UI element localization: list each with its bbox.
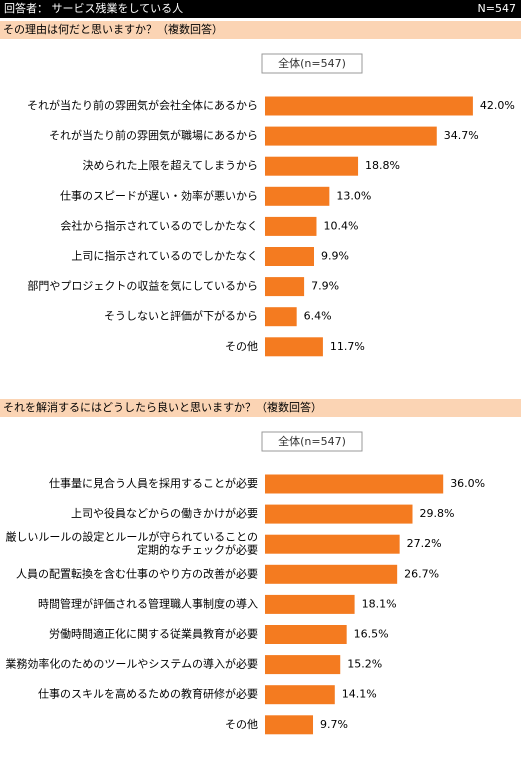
value-label: 7.9%: [311, 280, 339, 293]
value-label: 26.7%: [404, 567, 439, 580]
category-label: 仕事のスキルを高めるための教育研修が必要: [38, 687, 258, 701]
category-label: 仕事のスピードが遅い・効率が悪いから: [60, 188, 258, 202]
category-label: 業務効率化のためのツールやシステムの導入が必要: [5, 657, 258, 671]
bar: [265, 594, 355, 614]
value-label: 18.8%: [365, 159, 400, 172]
value-label: 10.4%: [323, 219, 358, 232]
value-label: 27.2%: [407, 537, 442, 550]
bar: [265, 186, 330, 206]
value-label: 16.5%: [354, 628, 389, 641]
value-label: 11.7%: [330, 340, 365, 353]
value-label: 18.1%: [362, 597, 397, 610]
bar: [265, 474, 444, 494]
category-label: 上司や役員などからの働きかけが必要: [71, 506, 258, 520]
bar: [265, 307, 297, 327]
bar: [265, 277, 305, 297]
bar: [265, 216, 317, 236]
category-label: 労働時間適正化に関する従業員教育が必要: [49, 627, 258, 641]
category-label: それが当たり前の雰囲気が職場にあるから: [49, 128, 258, 142]
value-label: 36.0%: [450, 477, 485, 490]
value-label: 29.8%: [420, 507, 455, 520]
category-label: 上司に指示されているのでしかたなく: [71, 249, 258, 263]
value-label: 42.0%: [480, 99, 515, 112]
category-label: 厳しいルールの設定とルールが守られていることの定期的なチェックが必要: [5, 530, 258, 557]
bar: [265, 655, 341, 675]
value-label: 6.4%: [304, 310, 332, 323]
subtitle-box: [261, 431, 363, 452]
section-title: それを解消するにはどうしたら良いと思いますか？（複数回答）: [3, 400, 322, 414]
section-bar: [0, 21, 521, 39]
bar: [265, 504, 413, 524]
bar: [265, 337, 323, 357]
category-label: 部門やプロジェクトの収益を気にしているから: [27, 279, 258, 293]
bar: [265, 685, 335, 705]
value-label: 9.7%: [320, 718, 348, 731]
sample-size: N=547: [478, 2, 516, 15]
category-label: その他: [225, 340, 258, 353]
bar: [265, 625, 347, 644]
category-label: そうしないと評価が下がるから: [104, 309, 258, 323]
category-label: 人員の配置転換を含む仕事のやり方の改善が必要: [16, 566, 258, 580]
category-label: 時間管理が評価される管理職人事制度の導入: [38, 596, 258, 610]
category-label: 決められた上限を超えてしまうから: [83, 158, 258, 172]
bar: [265, 534, 400, 554]
subtitle-box: [261, 53, 363, 74]
value-label: 34.7%: [444, 129, 479, 142]
category-label: 仕事量に見合う人員を採用することが必要: [49, 476, 258, 490]
bar: [265, 126, 437, 146]
bar: [265, 247, 315, 266]
header-bar: [0, 0, 521, 18]
category-label: その他: [225, 718, 258, 731]
category-label: 会社から指示されているのでしかたなく: [60, 218, 258, 232]
bar: [265, 564, 398, 584]
section-bar: [0, 399, 521, 417]
respondent: 回答者： サービス残業をしている人: [4, 1, 183, 15]
category-label: それが当たり前の雰囲気が会社全体にあるから: [27, 98, 258, 112]
bar: [265, 715, 314, 735]
subtitle: 全体(n=547): [278, 434, 346, 448]
value-label: 13.0%: [336, 189, 371, 202]
bar: [265, 156, 359, 176]
value-label: 14.1%: [342, 688, 377, 701]
value-label: 9.9%: [321, 250, 349, 263]
value-label: 15.2%: [347, 658, 382, 671]
bar: [265, 96, 473, 116]
section-title: その理由は何だと思いますか？（複数回答）: [3, 22, 223, 36]
subtitle: 全体(n=547): [278, 56, 346, 70]
